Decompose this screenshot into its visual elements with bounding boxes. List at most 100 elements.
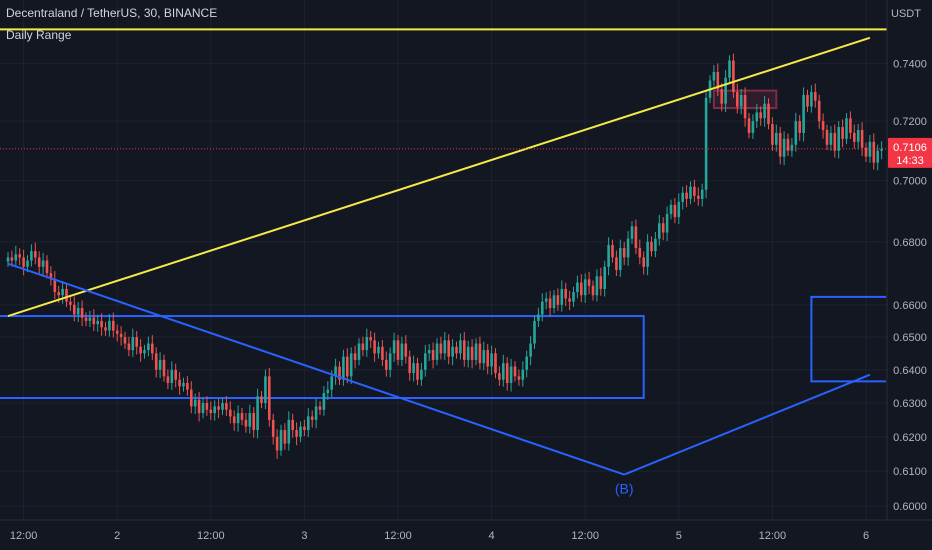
- candle: [342, 356, 345, 380]
- candle: [392, 340, 396, 354]
- candle: [704, 97, 708, 190]
- candle: [123, 337, 127, 344]
- candle: [37, 257, 41, 267]
- candle: [143, 350, 146, 354]
- candle: [853, 132, 856, 142]
- candle: [790, 144, 794, 151]
- price-axis-bg: [887, 0, 932, 550]
- candle: [521, 369, 525, 380]
- candle: [115, 330, 119, 334]
- candle: [673, 204, 677, 218]
- time-axis[interactable]: 12:00 2 12:00 3 12:00 4 12:00 5 12:00 6: [0, 519, 932, 550]
- candle: [712, 71, 716, 81]
- candle: [490, 353, 493, 367]
- candle: [162, 359, 166, 377]
- candle: [373, 340, 376, 354]
- candle: [76, 308, 80, 315]
- candle: [498, 373, 501, 380]
- candle: [396, 340, 400, 360]
- candle: [603, 266, 606, 289]
- candle: [22, 257, 25, 267]
- candle: [681, 192, 684, 202]
- candle: [669, 204, 673, 215]
- price-tick-label: 0.7400: [893, 58, 927, 70]
- candle: [622, 248, 626, 258]
- indicator-label[interactable]: Daily Range: [6, 28, 72, 42]
- time-tick-label: 2: [114, 530, 120, 542]
- candle: [65, 288, 68, 302]
- last-price-tag: [888, 137, 932, 168]
- candle: [361, 343, 365, 351]
- candle: [310, 416, 314, 420]
- last-price-value: 0.7106: [893, 142, 927, 154]
- price-axis[interactable]: USDT 0.7400 0.7200 0.7000 0.6800 0.6600 0.6500…: [886, 0, 932, 550]
- candle: [798, 121, 801, 133]
- candle: [638, 248, 642, 258]
- candle: [576, 282, 579, 293]
- candle: [213, 406, 216, 414]
- candle: [314, 406, 318, 420]
- currency-label: USDT: [891, 8, 921, 20]
- candle: [439, 343, 443, 354]
- candle: [786, 138, 790, 151]
- candle: [583, 279, 587, 296]
- candle: [174, 369, 177, 380]
- candle: [486, 350, 489, 367]
- candle: [755, 112, 759, 122]
- candle: [6, 257, 10, 262]
- candle: [186, 383, 189, 390]
- candle: [170, 369, 174, 384]
- candle: [533, 320, 536, 344]
- candle: [821, 121, 825, 130]
- candle: [502, 363, 505, 380]
- candle: [416, 363, 419, 380]
- candle: [743, 94, 747, 119]
- range-box: [0, 315, 645, 400]
- candle: [572, 292, 575, 302]
- candle: [564, 288, 567, 299]
- candle: [556, 295, 560, 305]
- candle: [221, 403, 224, 410]
- candle: [135, 337, 138, 347]
- candle: [248, 413, 252, 427]
- candle: [139, 346, 142, 354]
- candle: [700, 189, 704, 199]
- candle: [84, 317, 88, 321]
- candle: [560, 288, 564, 305]
- candle: [693, 186, 696, 196]
- candle: [525, 356, 528, 370]
- falling-pattern-line: [7, 262, 625, 476]
- candle: [264, 376, 267, 404]
- candle: [771, 124, 774, 145]
- chart-title: Decentraland / TetherUS, 30, BINANCE: [6, 6, 218, 20]
- candle: [388, 353, 392, 370]
- candle: [537, 314, 540, 321]
- candle: [349, 353, 353, 377]
- candle: [201, 403, 205, 414]
- candle: [108, 320, 111, 331]
- candle: [232, 416, 236, 424]
- candle: [330, 376, 333, 390]
- candle: [845, 118, 848, 139]
- candle: [763, 103, 766, 119]
- candle: [424, 353, 427, 370]
- candle: [466, 346, 470, 360]
- candle: [127, 343, 131, 351]
- candle: [100, 320, 103, 328]
- candle: [548, 298, 552, 309]
- candle: [30, 251, 33, 261]
- candle: [443, 340, 447, 354]
- candle: [544, 298, 548, 302]
- candle: [295, 429, 298, 437]
- candle: [654, 238, 657, 252]
- candle: [474, 343, 478, 360]
- candle: [299, 426, 302, 437]
- rising-pattern-line: [623, 373, 871, 476]
- candle: [400, 343, 404, 360]
- candle: [61, 288, 64, 296]
- candle: [872, 141, 876, 163]
- time-tick-label: 12:00: [384, 530, 412, 542]
- candle: [104, 327, 107, 331]
- price-tick-label: 0.6200: [893, 432, 927, 444]
